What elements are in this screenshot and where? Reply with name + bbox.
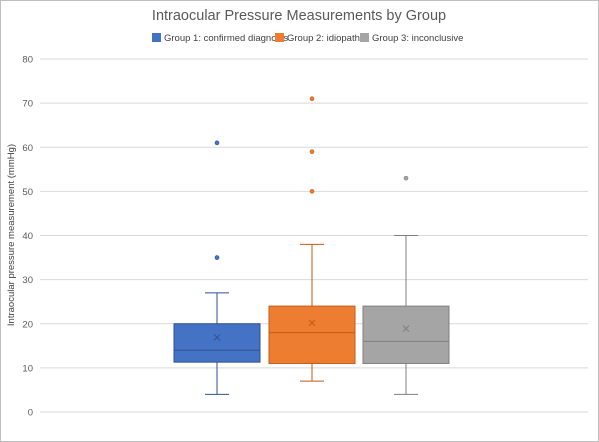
y-tick-label: 10: [22, 363, 33, 374]
mean-marker: [213, 334, 221, 341]
outlier-point: [309, 189, 315, 194]
y-tick-label: 80: [22, 55, 33, 66]
box-iqr: [362, 305, 450, 364]
y-axis-ticks: 0 10 20 30 40 50 60 70 80: [22, 55, 33, 419]
mean-marker: [402, 325, 410, 332]
box-group: [173, 140, 261, 395]
box-group: [268, 96, 356, 382]
legend-entry: Group 2: idiopathic: [287, 33, 367, 44]
outlier-point: [309, 96, 315, 102]
outlier-point: [214, 140, 220, 146]
y-tick-label: 70: [22, 99, 33, 110]
y-tick-label: 0: [28, 408, 33, 419]
boxes: [173, 96, 450, 395]
chart-title: Intraocular Pressure Measurements by Gro…: [152, 8, 446, 24]
outlier-point: [403, 175, 409, 181]
y-tick-label: 20: [22, 319, 33, 330]
legend-entry: Group 1: confirmed diagnosis: [164, 33, 288, 44]
legend-entry: Group 3: inconclusive: [372, 33, 463, 44]
outlier-point: [214, 255, 220, 260]
box-iqr: [268, 305, 356, 364]
legend-swatch: [360, 33, 369, 42]
legend-swatch: [275, 33, 284, 42]
box-group: [362, 175, 450, 395]
outlier-point: [309, 149, 315, 154]
box-iqr: [173, 323, 261, 363]
y-axis-label: Intraocular pressure measurement (mmHg): [6, 144, 17, 326]
legend-swatch: [152, 33, 161, 42]
mean-marker: [308, 319, 316, 327]
y-tick-label: 50: [22, 187, 33, 198]
y-tick-label: 40: [22, 231, 33, 242]
y-tick-label: 30: [22, 275, 33, 286]
y-tick-label: 60: [22, 143, 33, 154]
